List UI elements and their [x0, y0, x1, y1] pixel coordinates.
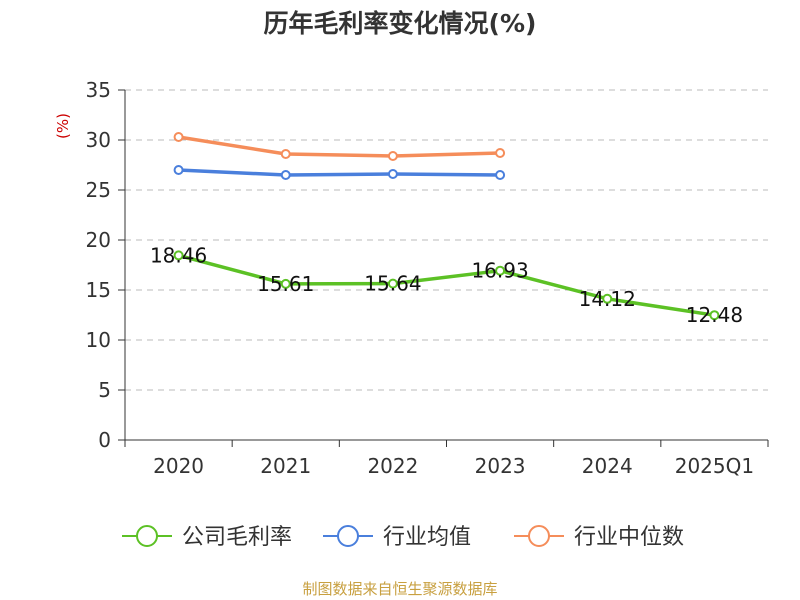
data-point: [387, 169, 398, 179]
legend-marker: [337, 525, 359, 547]
data-point: [173, 132, 184, 142]
x-tick-label: 2025Q1: [675, 454, 754, 478]
data-point: [173, 250, 184, 261]
data-label: 15.61: [257, 272, 314, 296]
x-tick-label: 2023: [475, 454, 526, 478]
data-label: 18.46: [150, 243, 207, 267]
legend-marker: [136, 525, 158, 547]
legend-item-0: 公司毛利率: [122, 525, 292, 550]
axes: 0 5 10 15 20 25 30 35 2020 2021 2022 2023 2024 2025Q1: [86, 78, 769, 478]
data-point: [387, 151, 398, 161]
y-axis-label: (%): [54, 113, 72, 139]
data-point: [495, 170, 506, 180]
legend-label: 行业均值: [383, 525, 471, 550]
series-0: [173, 250, 720, 321]
x-tick-label: 2024: [582, 454, 633, 478]
data-label: 14.12: [579, 287, 636, 311]
chart-title: 历年毛利率变化情况(%): [264, 9, 537, 38]
x-tick-label: 2021: [260, 454, 311, 478]
y-tick-label: 5: [98, 378, 111, 402]
data-point: [495, 148, 506, 158]
data-point: [387, 278, 398, 289]
y-tick-label: 15: [86, 278, 111, 302]
grid-lines: [125, 89, 768, 391]
y-tick-label: 0: [98, 428, 111, 452]
x-tick-label: 2020: [153, 454, 204, 478]
legend: 公司毛利率 行业均值 行业中位数: [122, 525, 684, 550]
series-line: [178, 135, 501, 158]
data-point: [280, 278, 291, 289]
legend-item-1: 行业均值: [323, 525, 471, 550]
data-labels: 18.46 15.61 15.64 16.93 14.12 12.48: [150, 243, 743, 327]
legend-item-2: 行业中位数: [514, 525, 684, 550]
source-note: 制图数据来自恒生聚源数据库: [302, 580, 497, 598]
y-tick-label: 25: [86, 178, 111, 202]
data-label: 15.64: [364, 272, 421, 296]
series-line: [178, 253, 715, 317]
legend-label: 行业中位数: [574, 525, 684, 550]
x-tick-label: 2022: [367, 454, 418, 478]
data-point: [709, 310, 720, 321]
data-point: [495, 265, 506, 276]
legend-label: 公司毛利率: [182, 525, 292, 550]
y-tick-label: 35: [86, 78, 111, 102]
series-2: [173, 132, 506, 161]
data-label: 12.48: [686, 303, 743, 327]
legend-marker: [528, 525, 550, 547]
data-point: [280, 170, 291, 180]
y-tick-label: 30: [86, 128, 111, 152]
data-point: [173, 165, 184, 175]
data-point: [602, 293, 613, 304]
y-tick-label: 20: [86, 228, 111, 252]
data-point: [280, 149, 291, 159]
data-label: 16.93: [471, 259, 528, 283]
series-line: [178, 168, 501, 177]
series-1: [173, 165, 506, 180]
series-layer: [173, 132, 720, 321]
y-tick-label: 10: [86, 328, 111, 352]
